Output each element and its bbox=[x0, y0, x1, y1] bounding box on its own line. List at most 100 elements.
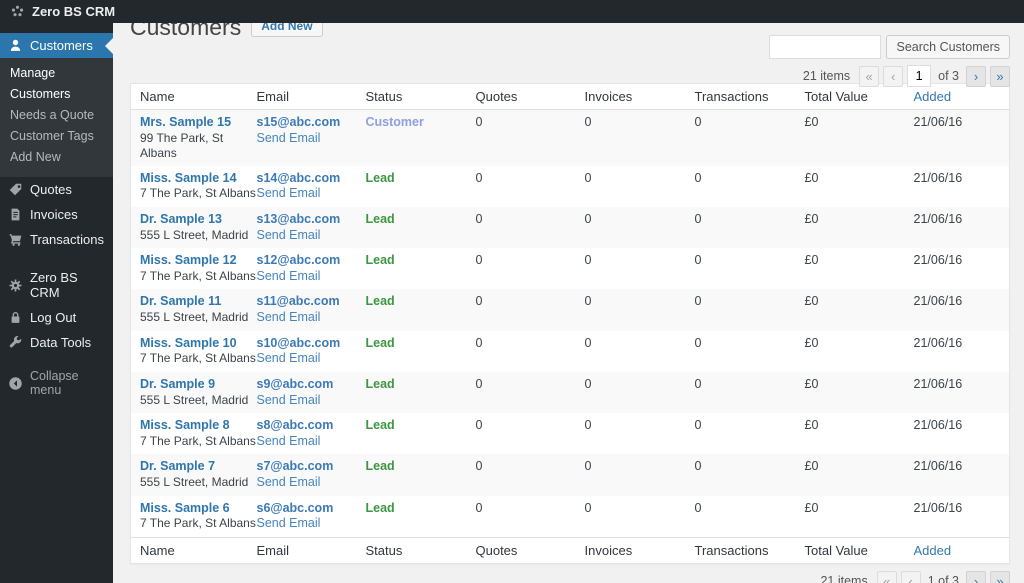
sidebar-item-label: Zero BS CRM bbox=[30, 270, 78, 300]
customer-name-link[interactable]: Dr. Sample 7 bbox=[140, 459, 216, 474]
customer-name-link[interactable]: Miss. Sample 14 bbox=[140, 170, 237, 185]
cart-icon bbox=[9, 234, 22, 246]
sidebar-item-label: Transactions bbox=[30, 232, 104, 247]
send-email-link[interactable]: Send Email bbox=[256, 130, 321, 145]
total-value: £0 bbox=[804, 253, 819, 268]
collapse-menu-label: Collapse menu bbox=[30, 369, 79, 397]
prev-page-button[interactable]: ‹ bbox=[900, 570, 921, 583]
customer-name-link[interactable]: Dr. Sample 9 bbox=[140, 376, 216, 391]
column-header-added[interactable]: Added bbox=[904, 83, 1010, 110]
send-email-link[interactable]: Send Email bbox=[256, 268, 321, 283]
quotes-count: 0 bbox=[475, 115, 483, 129]
customer-email-link[interactable]: s15@abc.com bbox=[256, 115, 341, 129]
send-email-link[interactable]: Send Email bbox=[256, 351, 321, 366]
customer-email-link[interactable]: s7@abc.com bbox=[256, 459, 334, 474]
submenu-item-manage-customers[interactable]: Manage Customers bbox=[10, 66, 71, 101]
submenu-item-needs-a-quote[interactable]: Needs a Quote bbox=[10, 108, 95, 122]
submenu-item-customer-tags[interactable]: Customer Tags bbox=[10, 129, 94, 143]
prev-page-button[interactable]: ‹ bbox=[883, 65, 904, 87]
table-footer-row: Name Email Status Quotes Invoices Transa… bbox=[130, 536, 1010, 564]
send-email-link[interactable]: Send Email bbox=[256, 475, 321, 489]
customer-email-link[interactable]: s12@abc.com bbox=[256, 253, 341, 268]
customers-submenu: Manage Customers Needs a Quote Customer … bbox=[0, 58, 113, 177]
quotes-count: 0 bbox=[475, 500, 483, 515]
customer-name-link[interactable]: Miss. Sample 10 bbox=[140, 335, 237, 350]
column-header-quotes: Quotes bbox=[466, 83, 576, 110]
transactions-count: 0 bbox=[694, 376, 702, 391]
customer-email-link[interactable]: s9@abc.com bbox=[256, 376, 334, 391]
admin-bar: Zero BS CRM bbox=[0, 0, 1024, 23]
customer-address: 7 The Park, St Albans bbox=[140, 186, 256, 201]
send-email-link[interactable]: Send Email bbox=[256, 227, 321, 242]
status-badge: Lead bbox=[365, 294, 395, 309]
column-footer-added[interactable]: Added bbox=[904, 536, 1010, 564]
search-customers-button[interactable]: Search Customers bbox=[886, 35, 1010, 59]
next-page-button[interactable]: › bbox=[966, 570, 986, 583]
customer-address: 555 L Street, Madrid bbox=[140, 475, 249, 489]
sidebar-item-label: Quotes bbox=[30, 182, 72, 197]
items-count: 21 items bbox=[820, 574, 868, 583]
transactions-count: 0 bbox=[694, 335, 702, 350]
send-email-link[interactable]: Send Email bbox=[256, 186, 321, 201]
admin-sidebar: Customers Manage Customers Needs a Quote… bbox=[0, 23, 113, 583]
total-value: £0 bbox=[804, 294, 819, 309]
customer-email-link[interactable]: s6@abc.com bbox=[256, 500, 334, 515]
current-page-input[interactable] bbox=[907, 65, 932, 87]
table-row: Dr. Sample 11 555 L Street, Madrid s11@a… bbox=[130, 289, 1010, 331]
user-icon bbox=[10, 39, 21, 51]
customer-address: 555 L Street, Madrid bbox=[140, 227, 249, 242]
send-email-link[interactable]: Send Email bbox=[256, 392, 321, 407]
table-row: Miss. Sample 6 7 The Park, St Albans s6@… bbox=[131, 496, 1010, 538]
quotes-count: 0 bbox=[475, 335, 483, 350]
sidebar-item-log-out[interactable]: Log Out bbox=[0, 305, 113, 330]
collapse-menu-button[interactable]: Collapse menu bbox=[0, 364, 113, 402]
page-position-label: 1 of 3 bbox=[927, 574, 959, 583]
customer-name-link[interactable]: Dr. Sample 13 bbox=[140, 211, 222, 226]
send-email-link[interactable]: Send Email bbox=[256, 516, 321, 531]
quotes-count: 0 bbox=[475, 170, 483, 185]
customer-email-link[interactable]: s11@abc.com bbox=[256, 294, 340, 309]
customer-email-link[interactable]: s14@abc.com bbox=[256, 170, 341, 185]
column-header-status: Status bbox=[356, 83, 467, 110]
customer-name-link[interactable]: Dr. Sample 11 bbox=[140, 294, 222, 309]
sidebar-item-invoices[interactable]: Invoices bbox=[0, 202, 113, 227]
customer-email-link[interactable]: s13@abc.com bbox=[256, 211, 341, 226]
status-badge: Lead bbox=[365, 253, 395, 268]
quotes-count: 0 bbox=[475, 294, 483, 309]
transactions-count: 0 bbox=[694, 418, 702, 433]
next-page-button[interactable]: › bbox=[966, 65, 986, 87]
sidebar-item-data-tools[interactable]: Data Tools bbox=[0, 330, 113, 355]
customer-name-link[interactable]: Miss. Sample 6 bbox=[140, 500, 230, 515]
sidebar-item-zero-bs-crm-settings[interactable]: Zero BS CRM bbox=[0, 265, 113, 305]
total-value: £0 bbox=[804, 170, 819, 185]
submenu-item-add-new[interactable]: Add New bbox=[10, 150, 61, 164]
last-page-button[interactable]: » bbox=[990, 570, 1010, 583]
search-input[interactable] bbox=[769, 35, 882, 59]
status-badge: Lead bbox=[365, 418, 395, 433]
first-page-button[interactable]: « bbox=[876, 570, 897, 583]
customer-name-link[interactable]: Miss. Sample 8 bbox=[140, 418, 230, 433]
sidebar-item-transactions[interactable]: Transactions bbox=[0, 227, 113, 252]
customer-email-link[interactable]: s10@abc.com bbox=[256, 335, 341, 350]
send-email-link[interactable]: Send Email bbox=[256, 310, 321, 324]
customer-email-link[interactable]: s8@abc.com bbox=[256, 418, 334, 433]
first-page-button[interactable]: « bbox=[859, 65, 880, 87]
main-content: Customers Add New Search Customers 21 it… bbox=[113, 0, 1024, 583]
customers-table: Name Email Status Quotes Invoices Transa… bbox=[130, 83, 1010, 564]
sidebar-item-customers[interactable]: Customers bbox=[0, 33, 113, 58]
column-footer-transactions: Transactions bbox=[685, 536, 796, 564]
customer-name-link[interactable]: Miss. Sample 12 bbox=[140, 253, 237, 268]
admin-bar-site-name[interactable]: Zero BS CRM bbox=[32, 4, 116, 19]
send-email-link[interactable]: Send Email bbox=[256, 433, 321, 448]
transactions-count: 0 bbox=[694, 500, 702, 515]
last-page-button[interactable]: » bbox=[990, 65, 1010, 87]
added-date: 21/06/16 bbox=[913, 500, 963, 515]
document-icon bbox=[11, 208, 20, 221]
customer-name-link[interactable]: Mrs. Sample 15 bbox=[140, 115, 232, 129]
sidebar-item-label: Invoices bbox=[30, 207, 78, 222]
sidebar-item-quotes[interactable]: Quotes bbox=[0, 177, 113, 202]
status-badge: Lead bbox=[365, 500, 395, 515]
customer-address: 99 The Park, St Albans bbox=[140, 130, 224, 160]
status-badge: Lead bbox=[365, 376, 395, 391]
added-date: 21/06/16 bbox=[913, 253, 963, 268]
